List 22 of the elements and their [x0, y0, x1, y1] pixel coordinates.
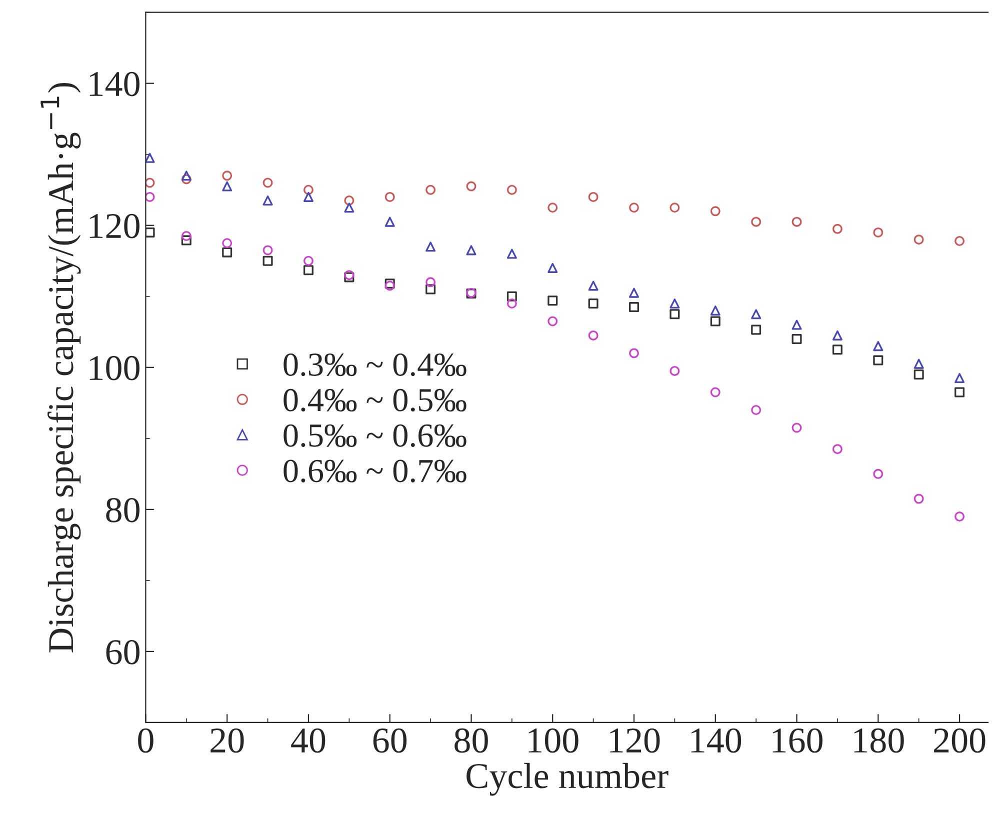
x-tick-label: 140 — [691, 728, 742, 753]
x-tick-label: 20 — [210, 728, 244, 753]
y-tick-label: 120 — [90, 214, 140, 238]
x-tick-label: 100 — [528, 728, 578, 753]
x-tick-label: 60 — [373, 728, 407, 753]
legend-label: 0.6‰ ~ 0.7‰ — [284, 460, 466, 482]
legend-label: 0.3‰ ~ 0.4‰ — [284, 353, 466, 376]
x-tick-label: 200 — [934, 728, 986, 753]
x-tick-label: 0 — [138, 728, 154, 753]
x-tick-label: 120 — [610, 728, 660, 753]
legend-label: 0.5‰ ~ 0.6‰ — [284, 424, 466, 447]
y-tick-label: 100 — [90, 356, 140, 380]
x-tick-label: 80 — [454, 728, 488, 753]
x-tick-label: 160 — [772, 728, 822, 753]
y-tick-label: 80 — [106, 498, 140, 522]
legend-label: 0.4‰ ~ 0.5‰ — [284, 388, 466, 412]
y-axis-title: Discharge specific capacity/(mAh·g$^{−1}$) — [40, 82, 81, 652]
x-tick-label: 180 — [854, 728, 904, 753]
x-tick-label: 40 — [291, 728, 326, 753]
y-tick-label: 60 — [106, 640, 140, 664]
y-tick-label: 140 — [90, 72, 140, 96]
x-axis-title: Cycle number — [466, 762, 668, 796]
